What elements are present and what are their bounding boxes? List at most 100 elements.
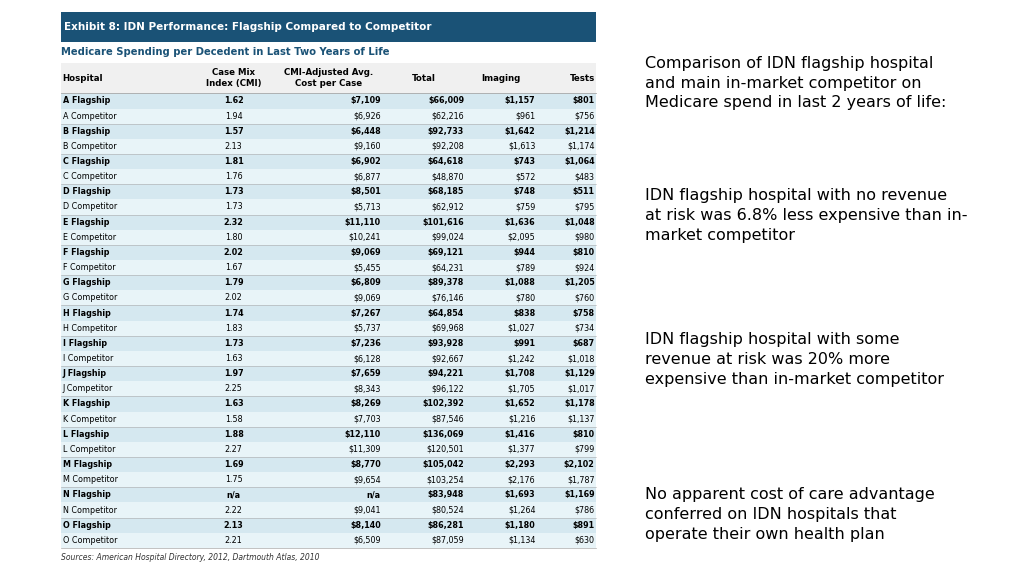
Text: K Competitor: K Competitor	[62, 415, 116, 423]
Text: Tests: Tests	[569, 74, 595, 82]
Text: 1.97: 1.97	[224, 369, 244, 378]
Text: 1.73: 1.73	[224, 339, 244, 348]
Bar	[61, 305, 596, 321]
Bar	[61, 427, 596, 442]
Text: J Flagship: J Flagship	[62, 369, 106, 378]
Text: $89,378: $89,378	[428, 278, 464, 287]
Text: $1,264: $1,264	[508, 506, 536, 514]
Text: $1,178: $1,178	[564, 399, 595, 408]
Text: $5,713: $5,713	[353, 203, 381, 211]
Text: H Flagship: H Flagship	[62, 309, 111, 317]
Bar	[61, 321, 596, 336]
Text: $630: $630	[574, 536, 595, 545]
Text: $10,241: $10,241	[348, 233, 381, 242]
Text: Medicare Spending per Decedent in Last Two Years of Life: Medicare Spending per Decedent in Last T…	[61, 47, 390, 58]
Text: $7,236: $7,236	[350, 339, 381, 348]
Text: $99,024: $99,024	[431, 233, 464, 242]
Text: $1,088: $1,088	[505, 278, 536, 287]
Text: 1.73: 1.73	[224, 187, 244, 196]
Bar	[61, 260, 596, 275]
Text: $92,208: $92,208	[431, 142, 464, 151]
Text: M Flagship: M Flagship	[62, 460, 112, 469]
Text: 2.25: 2.25	[224, 384, 243, 393]
Text: $961: $961	[515, 112, 536, 120]
Bar	[61, 396, 596, 411]
Text: $92,667: $92,667	[431, 354, 464, 363]
Text: $924: $924	[574, 263, 595, 272]
Bar	[61, 518, 596, 533]
Text: 1.63: 1.63	[224, 399, 244, 408]
Text: 2.13: 2.13	[224, 521, 244, 530]
Text: $6,902: $6,902	[350, 157, 381, 166]
Text: $1,129: $1,129	[564, 369, 595, 378]
Text: 2.27: 2.27	[224, 445, 243, 454]
Text: 2.02: 2.02	[225, 293, 243, 302]
Text: 1.74: 1.74	[224, 309, 244, 317]
Text: E Flagship: E Flagship	[62, 218, 110, 226]
Bar	[61, 336, 596, 351]
Text: $48,870: $48,870	[432, 172, 464, 181]
Text: $1,174: $1,174	[567, 142, 595, 151]
Text: $756: $756	[574, 112, 595, 120]
Text: $7,267: $7,267	[350, 309, 381, 317]
Bar	[61, 108, 596, 124]
Text: $980: $980	[574, 233, 595, 242]
Text: B Flagship: B Flagship	[62, 127, 110, 136]
Text: $9,069: $9,069	[350, 248, 381, 257]
Text: H Competitor: H Competitor	[62, 324, 117, 333]
Text: M Competitor: M Competitor	[62, 475, 118, 484]
Text: F Competitor: F Competitor	[62, 263, 116, 272]
Text: $136,069: $136,069	[423, 430, 464, 439]
Text: $1,018: $1,018	[567, 354, 595, 363]
Text: $572: $572	[515, 172, 536, 181]
Text: $64,854: $64,854	[428, 309, 464, 317]
Text: $1,377: $1,377	[508, 445, 536, 454]
Text: N Competitor: N Competitor	[62, 506, 117, 514]
Text: $1,787: $1,787	[567, 475, 595, 484]
Text: $86,281: $86,281	[428, 521, 464, 530]
Text: 1.88: 1.88	[223, 430, 244, 439]
Text: $83,948: $83,948	[428, 490, 464, 499]
Text: $62,216: $62,216	[431, 112, 464, 120]
Text: $991: $991	[513, 339, 536, 348]
Text: O Competitor: O Competitor	[62, 536, 117, 545]
Text: A Flagship: A Flagship	[62, 96, 110, 105]
Text: E Competitor: E Competitor	[62, 233, 116, 242]
Text: D Competitor: D Competitor	[62, 203, 117, 211]
Text: 1.57: 1.57	[224, 127, 244, 136]
Text: $810: $810	[572, 248, 595, 257]
Text: L Flagship: L Flagship	[62, 430, 109, 439]
Text: $7,109: $7,109	[350, 96, 381, 105]
Text: $6,128: $6,128	[353, 354, 381, 363]
Text: $7,659: $7,659	[350, 369, 381, 378]
Text: No apparent cost of care advantage
conferred on IDN hospitals that
operate their: No apparent cost of care advantage confe…	[645, 487, 935, 541]
Text: 2.22: 2.22	[224, 506, 243, 514]
Text: $105,042: $105,042	[422, 460, 464, 469]
Text: $1,708: $1,708	[505, 369, 536, 378]
Text: $68,185: $68,185	[428, 187, 464, 196]
Text: $1,134: $1,134	[508, 536, 536, 545]
Bar	[61, 245, 596, 260]
Text: L Competitor: L Competitor	[62, 445, 115, 454]
Text: $5,737: $5,737	[353, 324, 381, 333]
Text: 1.62: 1.62	[224, 96, 244, 105]
Text: $1,642: $1,642	[505, 127, 536, 136]
Text: $734: $734	[574, 324, 595, 333]
Text: 2.32: 2.32	[223, 218, 244, 226]
Text: $944: $944	[513, 248, 536, 257]
Text: $759: $759	[515, 203, 536, 211]
Text: $8,140: $8,140	[350, 521, 381, 530]
Text: $64,231: $64,231	[432, 263, 464, 272]
Text: K Flagship: K Flagship	[62, 399, 110, 408]
Text: $87,546: $87,546	[431, 415, 464, 423]
Text: Hospital: Hospital	[62, 74, 103, 82]
Bar	[61, 457, 596, 472]
Text: $7,703: $7,703	[353, 415, 381, 423]
Bar	[61, 184, 596, 199]
Bar	[61, 472, 596, 487]
Text: 1.75: 1.75	[225, 475, 243, 484]
Text: N Flagship: N Flagship	[62, 490, 111, 499]
Text: $838: $838	[513, 309, 536, 317]
Text: $786: $786	[574, 506, 595, 514]
Text: $748: $748	[513, 187, 536, 196]
